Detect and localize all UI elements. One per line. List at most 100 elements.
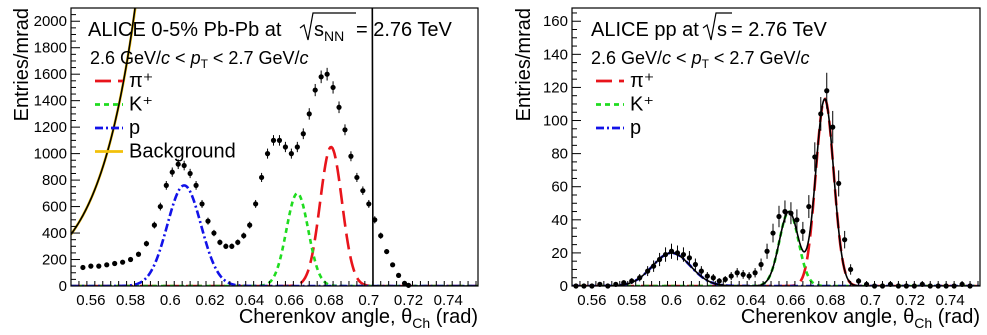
data-point [151,222,157,228]
data-point [645,268,651,274]
x-tick-label: 0.64 [235,292,264,309]
data-point [710,275,716,281]
data-point [96,263,102,269]
data-point [782,208,788,215]
data-point [127,256,134,263]
axes-pbpb: 0.56 0.58 0.6 0.62 0.64 0.66 0.68 0.7 0.72 0.74 0 2… [34,7,477,309]
y-tick-label: 160 [543,13,568,30]
data-point [324,71,330,77]
data-point [163,182,169,188]
data-point [258,174,265,181]
x-tick-label: 0.68 [816,292,845,309]
y-tick-label: 0 [59,278,67,295]
data-point [175,161,181,167]
data-point [294,144,300,150]
sqrt-symbol-pp: s [702,12,732,41]
pt-range-pbpb: 2.6 GeV/c < pT < 2.7 GeV/c [90,48,308,71]
axes-pp: 0.56 0.58 0.6 0.62 0.64 0.66 0.68 0.7 0.72 0.74 0 2… [543,12,979,309]
data-point [836,180,842,187]
data-point [199,201,205,207]
data-point [241,233,247,239]
title-pbpb: ALICE 0-5% Pb-Pb at [88,19,282,41]
data-point [686,255,693,261]
title-root-var-pp: s [717,19,727,41]
legend-label: Background [129,141,236,163]
data-point [169,169,175,175]
data-point [211,230,217,236]
y-tick-label: 1800 [34,40,67,57]
data-point [794,217,800,223]
data-point [704,273,710,279]
data-point [830,124,836,130]
data-point [306,111,312,117]
data-point [722,276,728,282]
data-point [282,144,289,150]
data-point [360,188,366,194]
data-point [330,84,336,91]
legend-label: π⁺ [630,70,654,92]
data-point [342,127,348,133]
data-point [223,243,229,249]
y-axis-label-pp: Entries/mrad [513,8,535,121]
y-axis-label-pbpb: Entries/mrad [11,8,33,121]
data-point [740,271,746,278]
data-point [806,203,812,210]
data-point [716,278,722,284]
series-curve-k [71,192,478,286]
data-point [651,263,657,269]
data-point [300,131,306,137]
data-point [135,251,142,257]
y-tick-label: 2000 [34,13,67,30]
title-pp: ALICE pp at [591,19,699,41]
data-point [637,275,643,281]
data-point [758,261,764,268]
data-point [788,210,794,216]
y-tick-label: 80 [551,146,568,163]
x-tick-label: 0.72 [896,292,925,309]
data-point [312,87,318,93]
data-point [776,213,782,220]
series-curve- [71,145,478,286]
plot-frame-pp [571,7,981,287]
y-tick-label: 120 [543,79,568,96]
data-point [629,278,635,284]
title-root-sub-pbpb: NN [324,28,344,44]
data-point [270,137,277,143]
data-point [88,263,94,269]
data-point [80,264,86,271]
y-tick-label: 1000 [34,146,67,163]
data-point [354,174,360,181]
x-tick-label: 0.58 [617,292,646,309]
x-tick-label: 0.56 [76,292,105,309]
data-point [662,251,669,258]
data-point [157,203,163,210]
data-point [395,272,402,279]
legend-label: p [630,117,641,139]
x-axis-label-pp: Cherenkov angle, θCh (rad) [741,306,980,331]
title-tail-pp: = 2.76 TeV [731,19,827,41]
data-point [770,230,776,236]
x-tick-label: 0.58 [116,292,145,309]
data-point [288,151,294,157]
data-point [253,201,259,207]
data-point [800,228,806,234]
data-point [734,270,740,276]
data-point [120,259,126,265]
data-point [378,233,384,239]
data-point [247,222,253,228]
data-point [390,262,396,268]
data-point [348,153,354,159]
x-tick-label: 0.62 [195,292,224,309]
y-tick-label: 200 [42,252,67,269]
y-tick-label: 1400 [34,93,67,110]
data-point [692,261,698,268]
x-tick-label: 0.6 [661,292,682,309]
data-point [336,104,342,110]
data-point [229,243,235,249]
data-point [842,237,848,243]
legend-label: π⁺ [129,70,153,92]
data-point [405,282,412,288]
y-tick-label: 800 [42,172,67,189]
data-point [276,137,283,143]
data-point [680,251,687,258]
